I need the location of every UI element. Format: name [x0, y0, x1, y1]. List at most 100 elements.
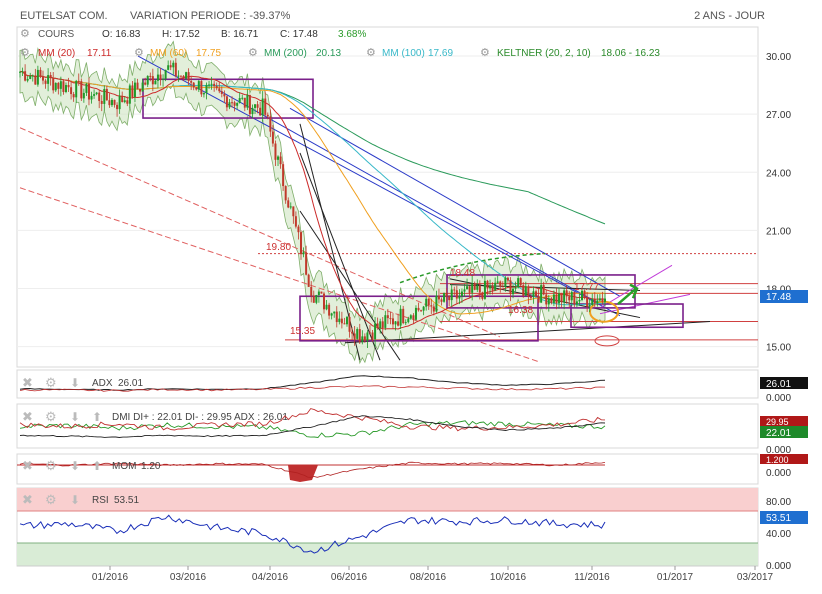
- adx-di-minus: [19, 385, 606, 392]
- candle-body: [231, 102, 234, 104]
- candle-body: [108, 100, 111, 106]
- candle-body: [491, 285, 494, 291]
- x-tick-label: 06/2016: [331, 572, 368, 583]
- candle-body: [586, 297, 589, 307]
- candle-body: [174, 62, 177, 77]
- mm100-value: 17.69: [428, 48, 453, 59]
- rsi-down-icon[interactable]: ⬇: [70, 493, 80, 507]
- candle-body: [432, 306, 435, 312]
- candle-body: [159, 74, 162, 80]
- mm200-gear-icon[interactable]: ⚙: [248, 47, 258, 59]
- candle-body: [535, 291, 538, 297]
- mom-down-icon[interactable]: ⬇: [70, 459, 80, 473]
- fan-5: [449, 284, 641, 291]
- mom-axis-zero: 0.000: [766, 468, 791, 479]
- mom-gear-icon[interactable]: ⚙: [45, 458, 57, 473]
- candle-body: [277, 156, 280, 160]
- candle-body: [218, 88, 221, 92]
- legend-mm200[interactable]: ⚙ MM (200) 20.13: [248, 47, 341, 59]
- candle-body: [325, 304, 328, 310]
- adx-close-icon[interactable]: ✖: [22, 375, 33, 390]
- candle-body: [200, 81, 203, 95]
- candle-body: [397, 321, 400, 326]
- candle-body: [236, 103, 239, 106]
- mom-toolbar: ✖ ⚙ ⬇ ⬆: [22, 458, 102, 473]
- candle-body: [141, 82, 144, 92]
- candle-body: [98, 92, 101, 101]
- keltner-gear-icon[interactable]: ⚙: [480, 47, 490, 59]
- adx-axis-zero: 0.000: [766, 393, 791, 404]
- candle-body: [463, 289, 466, 292]
- candle-body: [243, 97, 246, 108]
- candle-body: [504, 277, 507, 287]
- rsi-badge: [760, 511, 808, 524]
- candle-body: [220, 91, 223, 94]
- rsi-gear-icon[interactable]: ⚙: [45, 492, 57, 507]
- mom-up-icon[interactable]: ⬆: [92, 459, 102, 473]
- candle-body: [404, 322, 407, 324]
- candle-body: [197, 81, 200, 90]
- mm60-label: MM (60): [150, 48, 187, 59]
- rsi-close-icon[interactable]: ✖: [22, 492, 33, 507]
- candle-body: [279, 156, 282, 165]
- annotation-low: 15.35: [290, 326, 315, 337]
- rsi-tick-0: 0.000: [766, 561, 791, 572]
- dmi-up-icon[interactable]: ⬆: [92, 410, 102, 424]
- candle-body: [82, 92, 85, 99]
- price-tick-label: 24.00: [766, 168, 791, 179]
- x-tick-label: 01/2017: [657, 572, 694, 583]
- candle-body: [297, 226, 300, 233]
- candle-body: [302, 252, 305, 255]
- candle-body: [24, 71, 27, 81]
- candle-body: [483, 280, 486, 299]
- mm100-gear-icon[interactable]: ⚙: [366, 47, 376, 59]
- legend-mm100[interactable]: ⚙ MM (100) 17.69: [366, 47, 453, 59]
- candle-body: [139, 88, 142, 92]
- adx-down-icon[interactable]: ⬇: [70, 376, 80, 390]
- candle-body: [179, 75, 182, 77]
- support-line: [344, 320, 711, 344]
- candle-body: [172, 62, 175, 68]
- candle-body: [407, 318, 410, 323]
- candle-body: [399, 308, 402, 326]
- candle-body: [552, 294, 555, 303]
- candle-body: [228, 102, 231, 108]
- candle-body: [39, 69, 42, 77]
- candle-body: [527, 286, 530, 297]
- dmi-down-icon[interactable]: ⬇: [70, 410, 80, 424]
- candle-body: [430, 305, 433, 307]
- candle-body: [52, 78, 55, 91]
- period-selector[interactable]: 2 ANS - JOUR: [694, 10, 765, 22]
- settings-gear-icon[interactable]: ⚙: [20, 28, 30, 40]
- candle-body: [448, 296, 451, 301]
- candle-body: [489, 285, 492, 289]
- legend-keltner[interactable]: ⚙ KELTNER (20, 2, 10) 18.06 - 16.23: [480, 47, 660, 59]
- rsi-line: [19, 514, 606, 554]
- candle-body: [335, 311, 338, 323]
- candle-body: [486, 280, 489, 289]
- candle-body: [389, 318, 392, 320]
- candle-body: [146, 75, 149, 85]
- rsi-oversold-zone: [17, 543, 758, 566]
- dmi-gear-icon[interactable]: ⚙: [45, 409, 57, 424]
- candle-body: [93, 94, 96, 96]
- candle-body: [57, 82, 60, 89]
- candle-body: [468, 286, 471, 293]
- dmi-close-icon[interactable]: ✖: [22, 409, 33, 424]
- adx-gear-icon[interactable]: ⚙: [45, 375, 57, 390]
- mm20-gear-icon[interactable]: ⚙: [20, 47, 30, 59]
- candle-body: [113, 99, 116, 105]
- candle-body: [494, 282, 497, 291]
- legend-mm60[interactable]: ⚙ MM (60) 17.75: [134, 47, 221, 59]
- candle-body: [31, 75, 34, 77]
- mm60-gear-icon[interactable]: ⚙: [134, 47, 144, 59]
- mom-close-icon[interactable]: ✖: [22, 458, 33, 473]
- keltner-fill: [19, 40, 606, 365]
- candle-body: [368, 332, 371, 334]
- legend-mm20[interactable]: ⚙ MM (20) 17.11: [20, 47, 112, 59]
- x-tick-label: 04/2016: [252, 572, 289, 583]
- trend-blue-2: [289, 107, 621, 297]
- legend-high: H: 17.52: [162, 29, 200, 40]
- candle-body: [271, 131, 274, 144]
